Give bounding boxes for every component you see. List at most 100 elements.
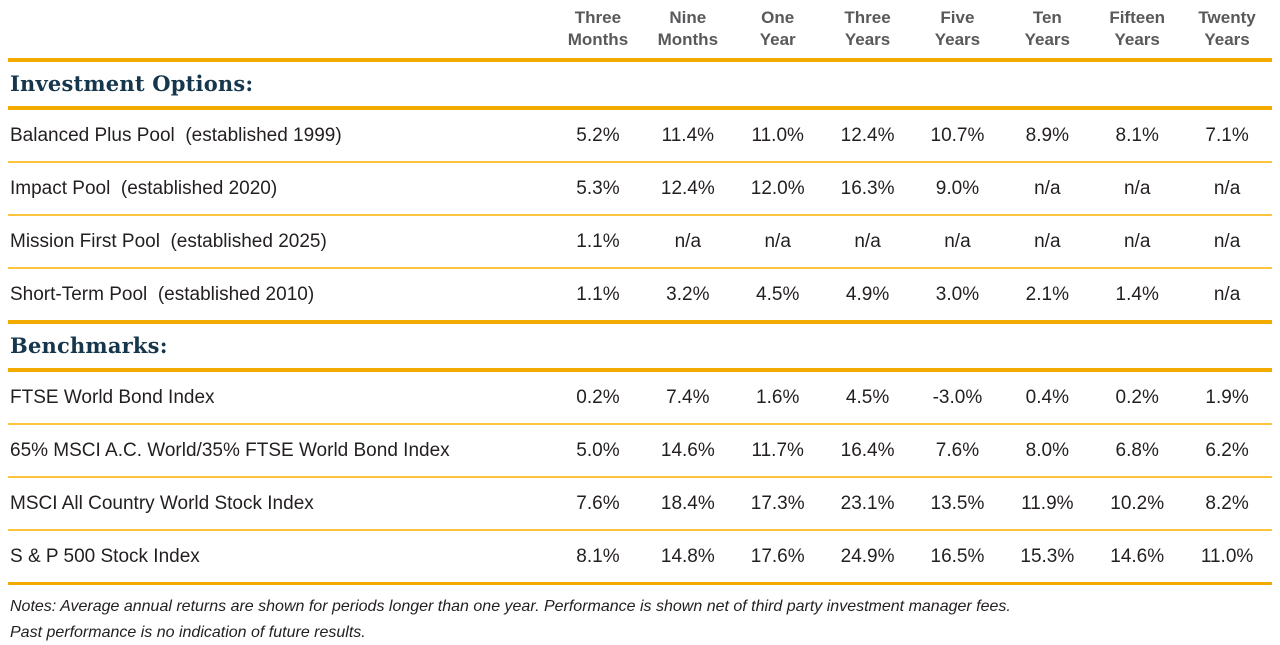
value-cell: 17.6%: [732, 530, 823, 586]
value-cell: 8.1%: [553, 530, 643, 586]
table-row: Short-Term Pool (established 2010) 1.1% 3.…: [8, 268, 1272, 324]
value-cell: n/a: [1182, 162, 1272, 217]
value-cell: 12.4%: [822, 108, 913, 164]
value-cell: n/a: [1002, 215, 1093, 270]
value-cell: 11.0%: [732, 108, 823, 164]
column-header-line2: Months: [657, 30, 719, 50]
value-cell: 3.0%: [912, 268, 1003, 324]
label-column-spacer: [8, 5, 553, 63]
column-header-line2: Years: [934, 30, 981, 50]
table-row: FTSE World Bond Index 0.2% 7.4% 1.6% 4.5% -3.…: [8, 370, 1272, 426]
value-cell: 16.3%: [822, 162, 913, 217]
value-cell: 2.1%: [1002, 268, 1093, 324]
column-header-line1: Twenty: [1198, 8, 1256, 27]
table-row: Impact Pool (established 2020) 5.3% 12.4% 1…: [8, 162, 1272, 217]
value-cell: -3.0%: [912, 370, 1003, 426]
value-cell: 14.8%: [642, 530, 733, 586]
column-header-line2: Years: [1204, 30, 1250, 50]
value-cell: 11.9%: [1002, 477, 1093, 532]
column-header-line1: Fifteen: [1109, 8, 1166, 27]
value-cell: 12.0%: [732, 162, 823, 217]
table-row: S & P 500 Stock Index 8.1% 14.8% 17.6% 24.9%…: [8, 530, 1272, 586]
column-header-one-year: One Year: [732, 5, 823, 63]
value-cell: 16.5%: [912, 530, 1003, 586]
section-heading-row: Investment Options:: [8, 58, 1272, 111]
value-cell: 0.2%: [1092, 370, 1183, 426]
value-cell: 18.4%: [642, 477, 733, 532]
returns-table: Three Months Nine Months One Year Three Years Fi…: [8, 5, 1272, 586]
value-cell: 5.2%: [553, 108, 643, 164]
value-cell: 4.5%: [732, 268, 823, 324]
value-cell: 10.7%: [912, 108, 1003, 164]
value-cell: 1.1%: [553, 215, 643, 270]
value-cell: 0.2%: [553, 370, 643, 426]
value-cell: 11.4%: [642, 108, 733, 164]
value-cell: 5.3%: [553, 162, 643, 217]
column-header-line1: Three: [844, 8, 891, 27]
column-header-three-years: Three Years: [822, 5, 913, 63]
value-cell: n/a: [1092, 215, 1183, 270]
value-cell: n/a: [1092, 162, 1183, 217]
value-cell: 8.1%: [1092, 108, 1183, 164]
column-header-line2: Year: [759, 30, 796, 50]
value-cell: 11.7%: [732, 424, 823, 479]
footnote-line: Notes: Average annual returns are shown …: [10, 598, 1011, 616]
column-header-line2: Years: [844, 30, 891, 50]
column-header-twenty-years: Twenty Years: [1182, 5, 1272, 63]
row-label: Balanced Plus Pool (established 1999): [8, 108, 553, 164]
value-cell: 1.1%: [553, 268, 643, 324]
value-cell: 14.6%: [642, 424, 733, 479]
value-cell: n/a: [1182, 215, 1272, 270]
value-cell: 24.9%: [822, 530, 913, 586]
column-header-fifteen-years: Fifteen Years: [1092, 5, 1183, 63]
value-cell: 6.8%: [1092, 424, 1183, 479]
value-cell: 7.4%: [642, 370, 733, 426]
value-cell: 3.2%: [642, 268, 733, 324]
column-header-line1: Three: [574, 8, 622, 27]
row-label: Impact Pool (established 2020): [8, 162, 553, 217]
column-header-nine-months: Nine Months: [642, 5, 733, 63]
value-cell: 16.4%: [822, 424, 913, 479]
value-cell: 1.9%: [1182, 370, 1272, 426]
value-cell: 14.6%: [1092, 530, 1183, 586]
table-row: 65% MSCI A.C. World/35% FTSE World Bond …: [8, 424, 1272, 479]
column-header-line2: Months: [567, 30, 629, 50]
value-cell: n/a: [732, 215, 823, 270]
value-cell: n/a: [642, 215, 733, 270]
value-cell: 15.3%: [1002, 530, 1093, 586]
table-row: Mission First Pool (established 2025) 1.1…: [8, 215, 1272, 270]
column-header-five-years: Five Years: [912, 5, 1003, 63]
row-label: FTSE World Bond Index: [8, 370, 553, 426]
row-label: MSCI All Country World Stock Index: [8, 477, 553, 532]
value-cell: 23.1%: [822, 477, 913, 532]
table-row: Balanced Plus Pool (established 1999) 5.2…: [8, 108, 1272, 164]
footnotes: Notes: Average annual returns are shown …: [10, 594, 1272, 645]
row-label: Short-Term Pool (established 2010): [8, 268, 553, 324]
value-cell: 7.6%: [912, 424, 1003, 479]
value-cell: 1.4%: [1092, 268, 1183, 324]
value-cell: 4.5%: [822, 370, 913, 426]
value-cell: 9.0%: [912, 162, 1003, 217]
value-cell: n/a: [1002, 162, 1093, 217]
section-heading: Benchmarks:: [8, 320, 1272, 373]
row-label: Mission First Pool (established 2025): [8, 215, 553, 270]
column-header-line1: One: [761, 8, 795, 27]
column-header-line1: Ten: [1032, 8, 1062, 27]
value-cell: 17.3%: [732, 477, 823, 532]
value-cell: 12.4%: [642, 162, 733, 217]
value-cell: 10.2%: [1092, 477, 1183, 532]
value-cell: 6.2%: [1182, 424, 1272, 479]
value-cell: n/a: [912, 215, 1003, 270]
value-cell: 8.2%: [1182, 477, 1272, 532]
column-header-line2: Years: [1024, 30, 1070, 50]
section-heading: Investment Options:: [8, 58, 1272, 111]
value-cell: 7.6%: [553, 477, 643, 532]
column-header-row: Three Months Nine Months One Year Three Years Fi…: [8, 5, 1272, 63]
section-heading-row: Benchmarks:: [8, 320, 1272, 373]
value-cell: 0.4%: [1002, 370, 1093, 426]
value-cell: 5.0%: [553, 424, 643, 479]
value-cell: 4.9%: [822, 268, 913, 324]
value-cell: 13.5%: [912, 477, 1003, 532]
value-cell: n/a: [1182, 268, 1272, 324]
